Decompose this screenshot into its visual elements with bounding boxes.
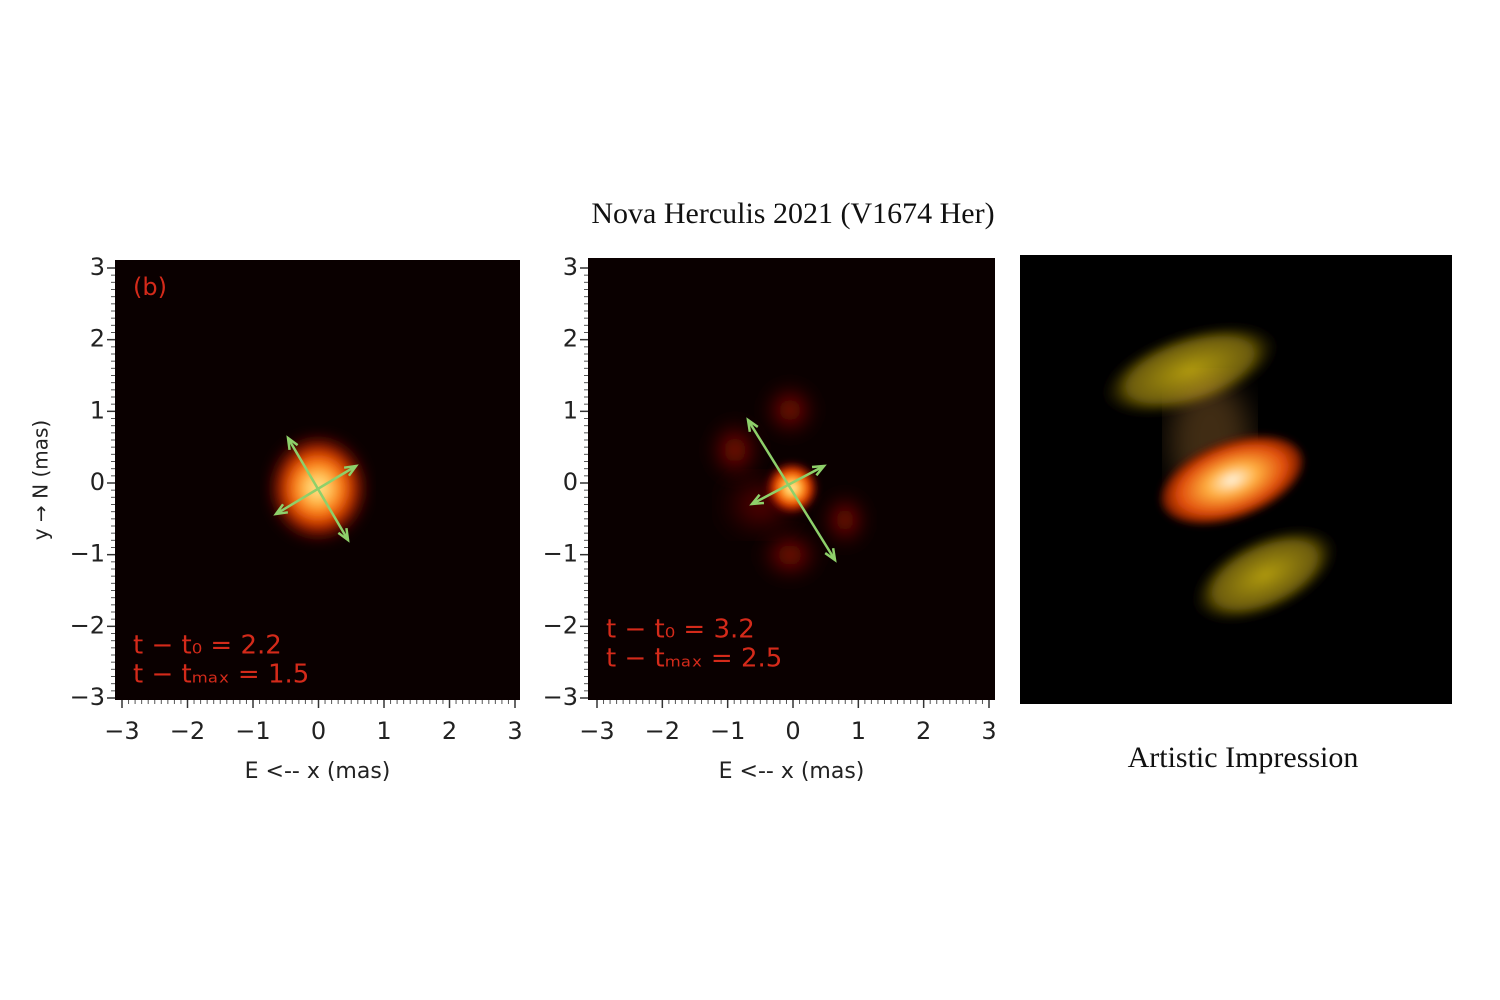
y-tick-label: 3 xyxy=(563,253,578,281)
x-axis-label: E <-- x (mas) xyxy=(719,759,865,784)
emission xyxy=(705,416,765,484)
arrow-head xyxy=(343,464,359,477)
annotation: t − t₀ = 2.2 xyxy=(133,631,282,661)
annotation: t − tₘₐₓ = 2.5 xyxy=(606,644,782,674)
caption: Artistic Impression xyxy=(1128,741,1359,774)
axis-arrow xyxy=(751,464,825,506)
emission xyxy=(760,380,820,440)
emission xyxy=(756,527,824,583)
x-tick-label: −2 xyxy=(170,717,205,745)
plot-panel: −3 −2 −1 0 1 2 3 3 2 1 0 −1 −2 −3 E <-- x (mas) y → N (… xyxy=(29,253,523,784)
y-tick-label: −2 xyxy=(70,611,105,639)
x-tick-label: −3 xyxy=(579,717,614,745)
y-tick-label: 1 xyxy=(90,396,105,424)
x-tick-label: −1 xyxy=(710,717,745,745)
y-tick-label: −3 xyxy=(70,683,105,711)
x-tick-label: 3 xyxy=(981,717,996,745)
y-tick-label: −1 xyxy=(70,540,105,568)
y-tick-label: 0 xyxy=(90,468,105,496)
arrow-head xyxy=(286,435,299,451)
artistic-impression xyxy=(1020,255,1452,704)
y-tick-label: 3 xyxy=(90,253,105,281)
x-tick-label: −2 xyxy=(645,717,680,745)
y-tick-label: −3 xyxy=(543,683,578,711)
arrow-head xyxy=(273,503,289,516)
y-axis-label: y → N (mas) xyxy=(29,420,53,540)
plot-panel: −3 −2 −1 0 1 2 3 3 2 1 0 −1 −2 −3 E <-- x (mas) t − t₀ … xyxy=(543,253,997,784)
y-tick-label: 0 xyxy=(563,468,578,496)
x-tick-label: 1 xyxy=(851,717,866,745)
x-tick-label: 2 xyxy=(916,717,931,745)
arrow-head xyxy=(824,547,837,563)
arrow-head xyxy=(746,417,759,433)
x-tick-label: 3 xyxy=(507,717,522,745)
axis-arrow xyxy=(746,419,837,561)
y-tick-label: 2 xyxy=(563,325,578,353)
x-tick-label: −3 xyxy=(104,717,139,745)
arrow-head xyxy=(749,493,765,506)
annotation: t − t₀ = 3.2 xyxy=(606,615,755,645)
annotation: t − tₘₐₓ = 1.5 xyxy=(133,660,309,690)
x-tick-label: 1 xyxy=(376,717,391,745)
y-tick-label: −2 xyxy=(543,611,578,639)
figure-title: Nova Herculis 2021 (V1674 Her) xyxy=(591,197,994,230)
y-tick-label: 1 xyxy=(563,396,578,424)
arrow-head xyxy=(811,464,827,477)
emission xyxy=(766,462,818,514)
panel-label: (b) xyxy=(133,273,167,301)
arrow-head xyxy=(337,527,350,543)
x-tick-label: 0 xyxy=(311,717,326,745)
emission xyxy=(819,490,871,550)
x-tick-label: 0 xyxy=(785,717,800,745)
y-tick-label: −1 xyxy=(543,540,578,568)
y-tick-label: 2 xyxy=(90,325,105,353)
x-tick-label: 2 xyxy=(442,717,457,745)
x-tick-label: −1 xyxy=(235,717,270,745)
axis-arrow xyxy=(275,464,357,516)
x-axis-label: E <-- x (mas) xyxy=(245,759,391,784)
